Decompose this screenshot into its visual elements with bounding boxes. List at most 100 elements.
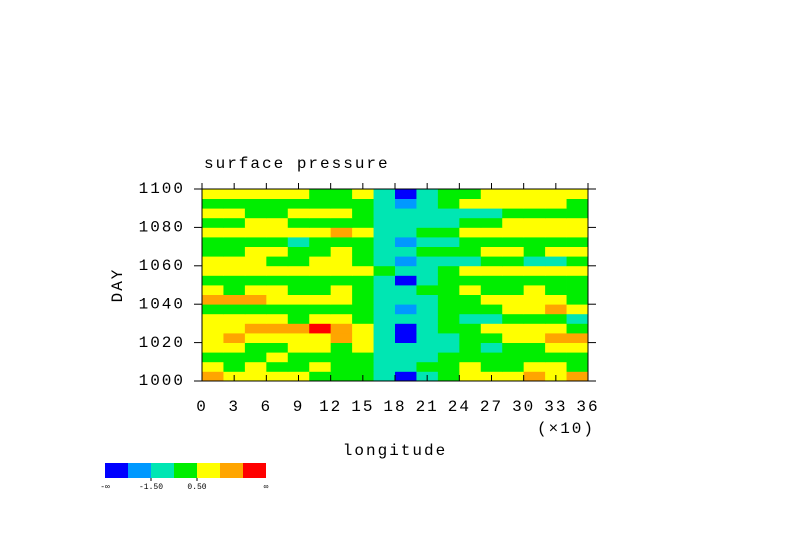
colorbar-swatch [220,463,243,478]
heat-cell [416,198,439,209]
heat-cell [223,275,246,286]
heat-cell [266,265,289,276]
heat-cell [395,256,417,267]
heat-cell [223,323,246,334]
heat-cell [352,275,374,286]
x-multiplier: (×10) [537,420,595,438]
heat-cell [373,333,396,343]
heat-cell [523,227,546,238]
heat-cell [395,227,417,238]
heat-cell [523,237,546,247]
heat-cell [244,333,267,343]
heat-cell [373,275,396,286]
heat-cell [523,189,546,199]
heat-cell [352,189,374,199]
heat-cell [523,198,546,209]
heat-cell [202,333,224,343]
heat-cell [545,304,567,315]
heat-cell [459,256,482,267]
heat-cell [459,227,482,238]
heat-cell [502,246,525,257]
heat-cell [202,361,224,372]
heat-cell [523,304,546,315]
heat-cell [223,361,246,372]
heat-cell [309,361,332,372]
heat-cell [480,342,503,353]
heat-cell [287,265,310,276]
heat-cell [244,285,267,295]
heat-cell [459,265,482,276]
heat-cell [416,256,439,267]
heat-cell [287,285,310,295]
heat-cell [352,323,374,334]
chart-title: surface pressure [204,155,390,173]
heat-cell [523,208,546,219]
heat-cell [202,323,224,334]
heat-cell [309,227,332,238]
heat-cell [266,342,289,353]
heat-cell [437,189,460,199]
heat-cell [523,361,546,372]
heat-cell [202,198,224,209]
heat-cell [266,352,289,363]
heat-cell [266,313,289,324]
heat-cell [523,275,546,286]
heat-cell [266,198,289,209]
heat-cell [459,361,482,372]
heat-cell [480,361,503,372]
heat-cell [202,217,224,228]
heat-cell [459,237,482,247]
heat-cell [502,237,525,247]
heat-cell [395,208,417,219]
heat-cell [523,285,546,295]
heat-cell [244,371,267,382]
x-tick-label: 30 [512,398,535,416]
heat-cell [545,333,567,343]
heat-cell [309,333,332,343]
heat-cell [223,342,246,353]
heat-cell [266,208,289,219]
heat-cell [373,304,396,315]
heat-cell [545,256,567,267]
heat-cell [395,361,417,372]
x-tick-label: 3 [228,398,240,416]
heat-cell [480,352,503,363]
heat-cell [309,285,332,295]
heat-cell [202,246,224,257]
heat-cell [480,265,503,276]
heat-cell [459,342,482,353]
heat-cell [566,304,589,315]
heat-cell [244,246,267,257]
heat-cell [523,333,546,343]
heat-cell [352,352,374,363]
heat-cell [545,313,567,324]
heat-cell [566,189,589,199]
heat-cell [459,304,482,315]
heat-cell [395,285,417,295]
y-tick-label: 1080 [139,219,185,237]
heat-cell [395,313,417,324]
heat-cell [480,246,503,257]
heat-cell [223,227,246,238]
heat-cell [373,342,396,353]
heat-cell [202,285,224,295]
heat-cell [523,371,546,382]
heat-cell [566,265,589,276]
heat-cell [223,352,246,363]
heat-cell [437,304,460,315]
heat-cell [502,227,525,238]
heat-cell [545,352,567,363]
heat-cell [480,333,503,343]
heat-cell [566,217,589,228]
colorbar-swatch [128,463,151,478]
heat-cell [330,189,353,199]
heat-cell [352,285,374,295]
heat-cell [502,208,525,219]
heat-cell [266,217,289,228]
heat-cell [373,237,396,247]
heat-cell [545,217,567,228]
heat-cell [330,217,353,228]
heat-cell [309,208,332,219]
heat-cell [416,342,439,353]
